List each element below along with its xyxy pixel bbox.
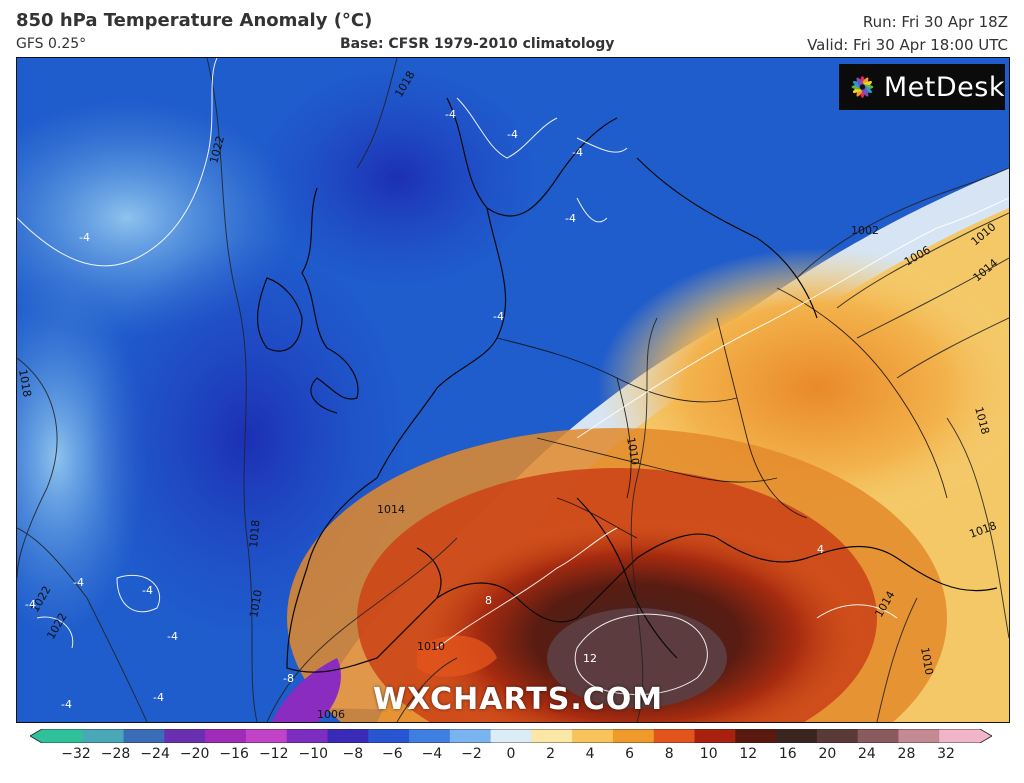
scale-swatch <box>164 729 206 743</box>
scale-tick-label: −32 <box>61 746 91 762</box>
scale-swatch <box>205 729 247 743</box>
scale-swatch <box>898 729 940 743</box>
anomaly-label: 8 <box>485 594 492 607</box>
scale-extend-left <box>30 729 42 743</box>
scale-tick-label: −4 <box>421 746 443 762</box>
anomaly-label: 12 <box>583 652 597 665</box>
anomaly-label: -4 <box>142 584 153 597</box>
color-scale-bar <box>30 729 992 743</box>
anomaly-label: -4 <box>507 128 518 141</box>
isobar-label: 1018 <box>17 368 34 398</box>
scale-swatch <box>735 729 777 743</box>
scale-tick-label: −8 <box>342 746 364 762</box>
anomaly-label: -8 <box>283 672 294 685</box>
scale-tick-label: 16 <box>778 746 797 762</box>
scale-swatch <box>327 729 369 743</box>
scale-tick-label: 2 <box>546 746 555 762</box>
scale-tick-label: −10 <box>298 746 329 762</box>
warm-patch <box>417 635 497 677</box>
scale-swatch <box>368 729 410 743</box>
anomaly-label: -4 <box>79 231 90 244</box>
scale-tick-label: 20 <box>818 746 837 762</box>
scale-swatch <box>490 729 532 743</box>
scale-tick-label: 10 <box>699 746 718 762</box>
scale-tick-label: 28 <box>897 746 916 762</box>
scale-swatch <box>653 729 696 743</box>
anomaly-label: 4 <box>817 543 824 556</box>
coastlines <box>256 97 998 673</box>
run-time-label: Run: Fri 30 Apr 18Z <box>862 13 1008 31</box>
isobar-label: 1010 <box>247 589 265 619</box>
scale-swatch <box>857 729 899 743</box>
scale-extend-right <box>980 729 992 743</box>
isobar-label: 1002 <box>851 224 879 237</box>
scale-swatch <box>42 729 84 743</box>
flower-icon <box>851 76 874 98</box>
anomaly-label: -4 <box>445 108 456 121</box>
scale-swatch <box>409 729 451 743</box>
scale-tick-label: 32 <box>937 746 955 762</box>
hot-core-peak <box>547 608 727 708</box>
scale-swatch <box>612 729 655 743</box>
cold-patch <box>272 658 341 722</box>
scale-swatch <box>449 729 492 743</box>
scale-swatch <box>694 729 736 743</box>
isobar-label: 1010 <box>417 640 445 653</box>
scale-swatch <box>572 729 614 743</box>
isobars <box>17 58 1009 722</box>
watermark: WXCHARTS.COM <box>373 682 664 717</box>
dark-anomaly-region <box>257 68 537 288</box>
anomaly-label: -4 <box>493 310 504 323</box>
scale-swatch <box>123 729 165 743</box>
isobar-label: 1010 <box>918 646 936 676</box>
anomaly-label: -4 <box>73 576 84 589</box>
scale-tick-label: 4 <box>585 746 595 762</box>
scale-swatch <box>82 729 125 743</box>
scale-swatch <box>939 729 981 743</box>
isobar-label: 1014 <box>377 503 405 516</box>
temperature-anomaly-field: 1018 1022 1018 1022 1018 1010 1002 1006 … <box>17 58 1009 722</box>
scale-swatch <box>245 729 288 743</box>
climatology-base-label: Base: CFSR 1979-2010 climatology <box>340 36 615 52</box>
scale-tick-label: 0 <box>506 746 516 762</box>
scale-tick-label: 8 <box>664 746 674 762</box>
country-borders <box>496 287 948 539</box>
scale-tick-label: −28 <box>100 746 131 762</box>
scale-swatch <box>531 729 573 743</box>
scale-swatch <box>286 729 328 743</box>
chart-title: 850 hPa Temperature Anomaly (°C) <box>16 10 373 31</box>
scale-tick-label: −2 <box>461 746 482 762</box>
model-label: GFS 0.25° <box>16 36 87 52</box>
scale-swatch <box>816 729 859 743</box>
scale-tick-label: −20 <box>179 746 210 762</box>
weather-map[interactable]: 1018 1022 1018 1022 1018 1010 1002 1006 … <box>16 57 1010 723</box>
anomaly-contours <box>17 58 1009 695</box>
isobar-label: 1018 <box>247 519 262 548</box>
scale-tick-label: −16 <box>219 746 249 762</box>
scale-tick-label: −24 <box>140 746 170 762</box>
isobar-label: 1010 <box>624 436 642 466</box>
anomaly-label: -4 <box>572 146 583 159</box>
logo-text: MetDesk <box>883 71 1005 103</box>
valid-time-label: Valid: Fri 30 Apr 18:00 UTC <box>807 36 1008 54</box>
anomaly-label: -4 <box>565 212 576 225</box>
isobar-label: 1006 <box>317 708 345 721</box>
anomaly-label: -4 <box>25 598 36 611</box>
anomaly-label: -4 <box>153 691 164 704</box>
color-scale-ticks: −32 −28 −24 −20 −16 −12 −10 −8 −6 −4 −2 0 2 4 6 8 10 12 16… <box>0 746 1024 768</box>
anomaly-label: -4 <box>167 630 178 643</box>
scale-tick-label: −12 <box>258 746 289 762</box>
scale-tick-label: 12 <box>739 746 758 762</box>
scale-tick-label: −6 <box>382 746 403 762</box>
scale-swatch <box>776 729 818 743</box>
anomaly-label: -4 <box>61 698 72 711</box>
scale-tick-label: 24 <box>857 746 876 762</box>
scale-tick-label: 6 <box>625 746 635 762</box>
metdesk-logo: MetDesk <box>839 64 1005 110</box>
